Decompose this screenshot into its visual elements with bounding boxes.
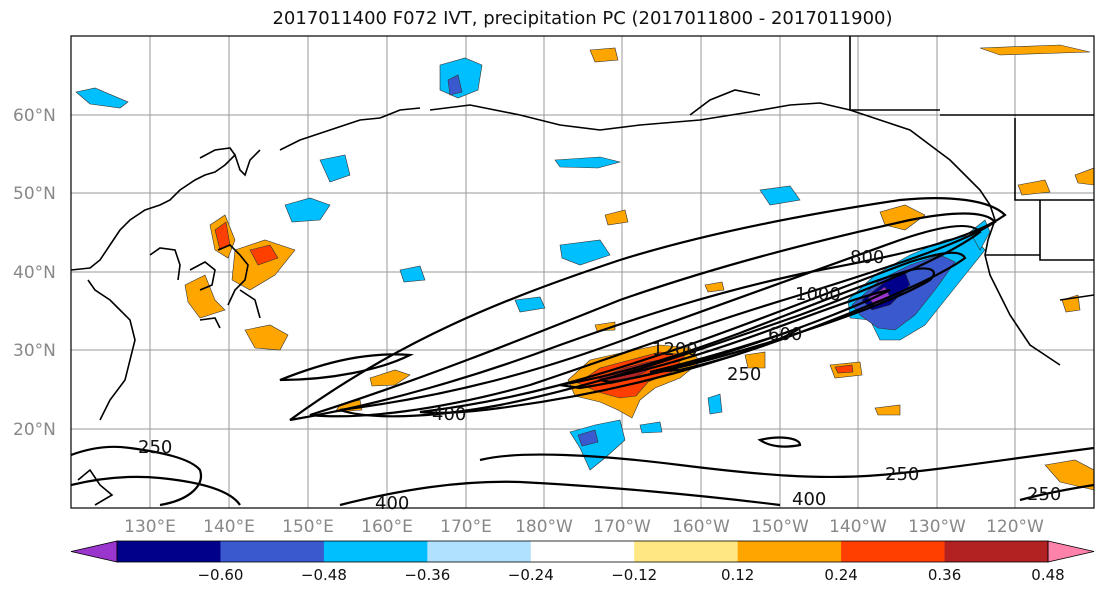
lon-label: 120°W bbox=[986, 517, 1044, 537]
lon-label: 140°E bbox=[203, 517, 255, 537]
ivt-contours bbox=[71, 197, 1094, 507]
colorbar-tick-label: −0.24 bbox=[508, 566, 554, 584]
contour-label: 1200 bbox=[652, 339, 698, 360]
lon-label: 130°W bbox=[908, 517, 966, 537]
colorbar-segment bbox=[220, 541, 325, 562]
contour-label: 250 bbox=[885, 464, 919, 485]
colorbar-segment bbox=[427, 541, 532, 562]
contour-label: 800 bbox=[850, 247, 884, 268]
lat-label: 30°N bbox=[13, 341, 56, 361]
colorbar-extend-max bbox=[1047, 540, 1095, 563]
lat-label: 20°N bbox=[13, 420, 56, 440]
lon-label: 150°W bbox=[751, 517, 809, 537]
lon-label: 170°E bbox=[440, 517, 492, 537]
contour-label: 400 bbox=[792, 489, 826, 510]
lon-label: 160°W bbox=[672, 517, 730, 537]
colorbar-outline bbox=[116, 540, 1049, 563]
lon-label: 150°E bbox=[282, 517, 334, 537]
colorbar-segment bbox=[323, 541, 428, 562]
colorbar-extend-min bbox=[70, 540, 118, 563]
contour-label: 600 bbox=[768, 324, 802, 345]
colorbar-tick-label: −0.60 bbox=[197, 566, 243, 584]
contour-label: 250 bbox=[1027, 484, 1061, 505]
lat-label: 50°N bbox=[13, 184, 56, 204]
colorbar-tick-label: 0.48 bbox=[1031, 566, 1064, 584]
latitude-labels: 60°N 50°N 40°N 30°N 20°N bbox=[13, 106, 56, 440]
colorbar-segment bbox=[530, 541, 635, 562]
colorbar-tick-label: −0.36 bbox=[404, 566, 450, 584]
colorbar-tick-label: −0.48 bbox=[301, 566, 347, 584]
colorbar-tick-label: 0.12 bbox=[721, 566, 754, 584]
contour-label: 250 bbox=[727, 364, 761, 385]
lon-label: 170°W bbox=[593, 517, 651, 537]
colorbar-tick-label: 0.36 bbox=[928, 566, 961, 584]
contour-label: 1000 bbox=[795, 284, 841, 305]
lon-label: 130°E bbox=[124, 517, 176, 537]
colorbar-segment bbox=[117, 541, 221, 562]
lat-label: 60°N bbox=[13, 106, 56, 126]
coastlines bbox=[71, 36, 1094, 506]
contour-label: 400 bbox=[432, 404, 466, 425]
longitude-labels: 130°E 140°E 150°E 160°E 170°E 180°W 170°… bbox=[124, 517, 1044, 537]
colorbar-tick-label: 0.24 bbox=[824, 566, 857, 584]
lon-label: 160°E bbox=[361, 517, 413, 537]
colorbar: −0.60 −0.48 −0.36 −0.24 −0.12 0.12 0.24 0.36 0.4… bbox=[70, 540, 1095, 584]
colorbar-tick-label: −0.12 bbox=[611, 566, 657, 584]
contour-labels: 250 400 600 800 1000 1200 400 250 400 25… bbox=[138, 247, 1061, 514]
colorbar-segment bbox=[634, 541, 739, 562]
lat-label: 40°N bbox=[13, 263, 56, 283]
contour-label: 250 bbox=[138, 437, 172, 458]
lon-label: 180°W bbox=[515, 517, 573, 537]
colorbar-segment bbox=[944, 541, 1049, 562]
colorbar-segment bbox=[737, 541, 842, 562]
map-title: 2017011400 F072 IVT, precipitation PC (2… bbox=[272, 8, 893, 29]
lon-label: 140°W bbox=[829, 517, 887, 537]
colorbar-segment bbox=[841, 541, 946, 562]
contour-label: 400 bbox=[375, 493, 409, 514]
map-frame bbox=[70, 35, 1095, 509]
